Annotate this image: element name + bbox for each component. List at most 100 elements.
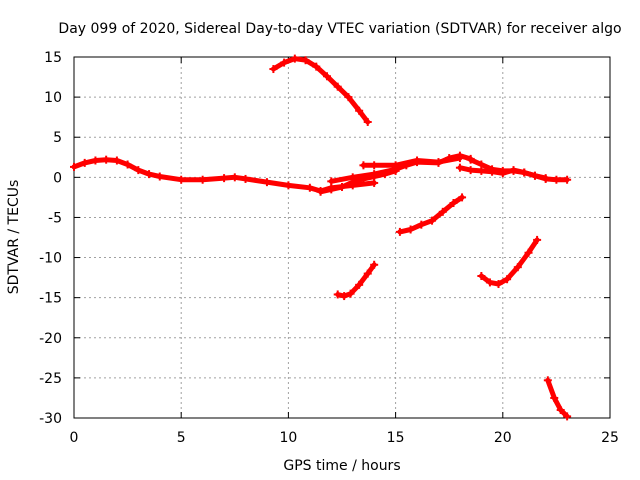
grid (74, 57, 610, 418)
data-point (241, 174, 250, 183)
data-point (498, 166, 507, 175)
y-tick-label: -30 (39, 411, 62, 427)
data-point (359, 161, 368, 170)
data-point (509, 166, 518, 175)
data-point (494, 280, 503, 289)
data-point (333, 290, 342, 299)
data-point (134, 166, 143, 175)
series-s4 (360, 155, 463, 168)
data-series (70, 54, 572, 421)
data-point (455, 154, 464, 163)
data-point (458, 193, 467, 202)
data-point (338, 182, 346, 191)
data-point (395, 227, 404, 236)
data-point (355, 106, 364, 115)
data-point (301, 56, 310, 65)
data-point (520, 168, 529, 177)
series-s7 (270, 56, 371, 125)
data-point (177, 175, 186, 184)
data-point (91, 156, 100, 165)
x-tick-label: 10 (279, 430, 297, 446)
data-point (370, 161, 379, 170)
data-point (513, 263, 522, 272)
x-tick-label: 20 (494, 430, 512, 446)
data-point (70, 162, 78, 171)
y-tick-label: -5 (48, 210, 62, 226)
data-point (363, 269, 372, 278)
data-point (417, 220, 426, 229)
data-point (438, 207, 447, 216)
data-point (123, 160, 132, 169)
data-point (312, 62, 321, 71)
y-tick-label: -10 (39, 251, 62, 267)
series-s8 (335, 262, 377, 299)
data-point (145, 170, 154, 179)
data-point (488, 165, 497, 174)
data-point (541, 174, 550, 183)
data-point (346, 289, 355, 298)
data-point (428, 216, 437, 225)
data-point (563, 412, 572, 421)
data-point (455, 163, 464, 172)
data-point (340, 292, 349, 301)
data-point (344, 93, 353, 102)
data-point (305, 183, 314, 192)
y-axis: 15 10 5 0 -5 -10 -15 -20 -25 -30 (39, 50, 610, 427)
data-point (485, 278, 494, 287)
series-s11 (545, 377, 570, 419)
data-point (391, 161, 400, 170)
data-point (449, 199, 458, 208)
data-point (112, 156, 121, 165)
y-tick-label: -25 (39, 371, 62, 387)
data-point (503, 275, 512, 284)
data-point (280, 58, 289, 67)
data-point (102, 155, 111, 164)
data-point (284, 181, 293, 190)
data-point (524, 248, 533, 257)
data-point (269, 65, 278, 74)
data-point (348, 173, 357, 182)
data-point (466, 166, 475, 175)
x-tick-label: 25 (601, 430, 619, 446)
data-point (355, 280, 364, 289)
data-point (198, 175, 207, 184)
series-s10 (478, 237, 540, 287)
y-tick-label: 5 (53, 130, 62, 146)
y-tick-label: 0 (53, 170, 62, 186)
data-point (370, 170, 379, 179)
data-point (262, 178, 271, 187)
data-point (316, 187, 325, 196)
data-point (322, 72, 331, 81)
x-axis: 0 5 10 15 20 25 (70, 57, 619, 446)
data-point (533, 235, 542, 244)
data-point (220, 174, 229, 183)
data-point (406, 225, 415, 234)
data-point (413, 156, 422, 165)
data-point (530, 171, 539, 180)
x-tick-label: 0 (70, 430, 79, 446)
x-axis-label: GPS time / hours (283, 458, 400, 474)
data-point (563, 175, 572, 184)
y-axis-label: SDTVAR / TECUs (6, 180, 22, 295)
data-point (477, 272, 486, 281)
data-point (363, 117, 372, 126)
y-tick-label: -20 (39, 331, 62, 347)
data-point (155, 172, 164, 181)
x-tick-label: 15 (387, 430, 405, 446)
x-tick-label: 5 (177, 430, 186, 446)
data-point (370, 260, 379, 269)
data-point (550, 393, 559, 402)
data-point (543, 376, 552, 385)
plot-frame (73, 56, 611, 419)
data-point (327, 185, 336, 194)
data-point (466, 155, 475, 164)
y-tick-label: 15 (44, 50, 62, 66)
data-point (230, 173, 239, 182)
y-tick-label: -15 (39, 291, 62, 307)
y-tick-label: 10 (44, 90, 62, 106)
data-point (290, 54, 299, 63)
data-point (556, 405, 565, 414)
data-point (552, 175, 561, 184)
chart-title: Day 099 of 2020, Sidereal Day-to-day VTE… (58, 21, 621, 37)
